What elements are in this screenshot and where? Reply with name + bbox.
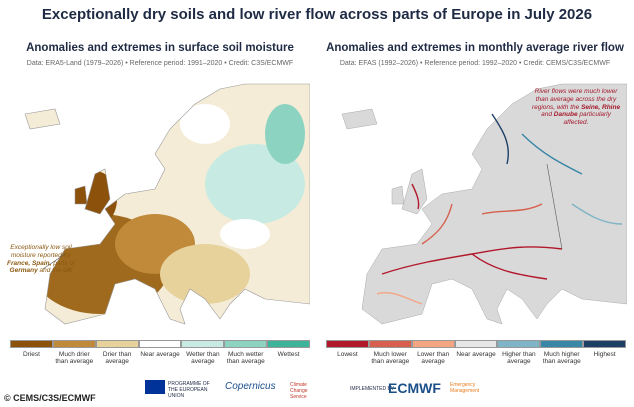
legend-item: Driest: [10, 340, 53, 366]
annotation-text: Danube: [553, 111, 578, 119]
legend-item: Much higher than average: [540, 340, 584, 366]
legend-swatch: [224, 340, 268, 348]
legend-label: Lowest: [337, 351, 358, 358]
legend-label: Higher than average: [502, 351, 536, 366]
legend-item: Near average: [138, 340, 182, 366]
panel-title: Anomalies and extremes in monthly averag…: [326, 42, 624, 54]
legend-swatch: [326, 340, 369, 348]
legend: Driest Much drier than average Drier than …: [10, 340, 311, 366]
legend-label: Much wetter than average: [226, 351, 265, 366]
legend-item: Wetter than average: [181, 340, 225, 366]
implemented-by: IMPLEMENTED BY: [350, 386, 395, 392]
eu-flag: [145, 380, 165, 394]
annotation-text: particularly affected.: [563, 111, 611, 127]
annotation-leader: [42, 253, 66, 270]
legend-swatch: [540, 340, 584, 348]
legend-label: Near average: [456, 351, 496, 358]
legend-label: Much lower than average: [371, 351, 410, 366]
legend-label: Drier than average: [102, 351, 132, 366]
legend-item: Much wetter than average: [224, 340, 268, 366]
legend-label: Lower than average: [417, 351, 450, 366]
c3s-logo: Climate Change Service: [290, 382, 308, 400]
credit: © CEMS/C3S/ECMWF: [4, 393, 96, 403]
annotation-text: and: [541, 111, 554, 119]
panel-subtitle: Data: ERA5-Land (1979–2026) • Reference …: [26, 60, 294, 67]
legend-item: Wettest: [267, 340, 311, 366]
annotation-text: and the: [37, 267, 64, 275]
coastline: [24, 83, 310, 325]
legend-label: Much drier than average: [55, 351, 94, 366]
legend-swatch: [454, 340, 498, 348]
legend-item: Drier than average: [95, 340, 139, 366]
eu-logo-text: PROGRAMME OF THE EUROPEAN UNION: [168, 381, 210, 399]
legend-swatch: [181, 340, 225, 348]
annotation: Exceptionally low soil moisture reported…: [6, 244, 76, 275]
legend-swatch: [368, 340, 412, 348]
cems-logo: Emergency Management: [450, 382, 480, 394]
legend-swatch: [52, 340, 96, 348]
annotation: River flows were much lower than average…: [530, 88, 622, 127]
legend-label: Driest: [22, 351, 40, 358]
legend-swatch: [10, 340, 53, 348]
panel-subtitle: Data: EFAS (1992–2026) • Reference perio…: [339, 60, 611, 67]
annotation-text: Germany: [9, 267, 38, 275]
rivers: [376, 113, 623, 305]
legend-swatch: [497, 340, 541, 348]
annotation-leader: [546, 163, 563, 250]
legend-label: Highest: [593, 351, 616, 358]
legend-label: Wetter than average: [186, 351, 220, 366]
annotation-text: parts of: [51, 259, 75, 267]
copernicus-logo: Copernicus: [225, 381, 276, 392]
annotation-text: Exceptionally low soil moisture reported…: [10, 244, 72, 259]
annotation-text: UK: [63, 267, 73, 275]
annotation-text: River flows were much lower than average…: [531, 88, 618, 111]
legend-swatch: [267, 340, 311, 348]
map-land: [341, 83, 627, 325]
annotation-text: France, Spain,: [7, 259, 52, 267]
page-title: Exceptionally dry soils and low river fl…: [41, 6, 593, 23]
river-flow-map: [341, 83, 627, 325]
map-land: [25, 84, 310, 324]
legend-item: Much lower than average: [368, 340, 412, 366]
legend-swatch: [583, 340, 627, 348]
legend-swatch: [95, 340, 139, 348]
ecmwf-logo: ECMWF: [388, 380, 441, 396]
legend-swatch: [411, 340, 455, 348]
legend-item: Lower than average: [411, 340, 455, 366]
legend-label: Much higher than average: [542, 351, 581, 366]
soil-moisture-map: [24, 83, 310, 325]
legend-item: Higher than average: [497, 340, 541, 366]
legend-item: Highest: [583, 340, 627, 366]
panel-title: Anomalies and extremes in surface soil m…: [26, 42, 294, 54]
legend-item: Much drier than average: [52, 340, 96, 366]
annotation-text: Seine, Rhine: [581, 103, 621, 111]
legend-label: Wettest: [277, 351, 300, 358]
legend-swatch: [138, 340, 182, 348]
legend: Lowest Much lower than average Lower than …: [326, 340, 627, 366]
legend-item: Lowest: [326, 340, 369, 366]
legend-label: Near average: [140, 351, 180, 358]
legend-item: Near average: [454, 340, 498, 366]
